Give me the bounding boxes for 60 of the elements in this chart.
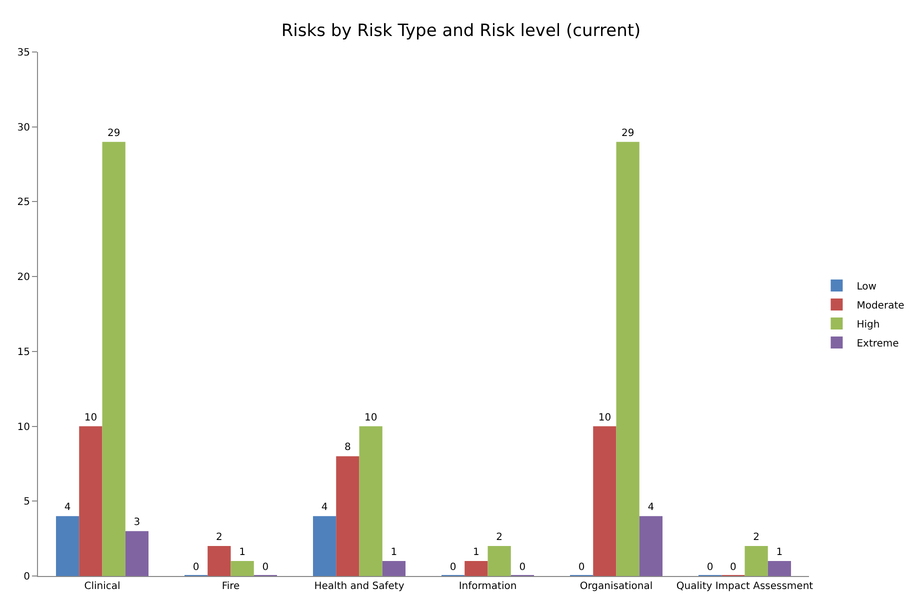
data-label: 0 — [262, 562, 269, 573]
data-label: 0 — [192, 562, 200, 573]
data-label: 1 — [239, 547, 246, 558]
y-tick-label: 5 — [24, 496, 30, 508]
bar — [312, 516, 336, 576]
legend-label: Extreme — [856, 338, 899, 350]
x-tick-label: Clinical — [84, 581, 120, 592]
data-label: 0 — [519, 562, 526, 573]
data-label: 3 — [134, 517, 140, 528]
y-tick-label: 30 — [17, 122, 30, 134]
data-label: 10 — [84, 412, 98, 424]
bar — [208, 546, 231, 576]
bar — [230, 561, 254, 576]
bar — [616, 142, 640, 576]
data-label: 0 — [578, 562, 585, 573]
bar — [488, 546, 511, 576]
legend-label: Low — [856, 281, 876, 292]
y-tick-label: 20 — [17, 272, 30, 284]
x-tick-label: Information — [458, 581, 517, 592]
chart-title: Risks by Risk Type and Risk level (current) — [281, 21, 641, 42]
y-tick-label: 0 — [24, 572, 30, 582]
x-tick-label: Organisational — [580, 581, 653, 592]
x-tick-label: Quality Impact Assessment — [676, 581, 814, 592]
bar — [593, 426, 616, 576]
bar — [125, 531, 149, 576]
data-label: 0 — [706, 562, 714, 573]
y-tick-label: 35 — [17, 48, 30, 58]
bar — [744, 546, 768, 576]
data-label: 4 — [648, 502, 654, 514]
data-label: 0 — [730, 562, 736, 573]
data-label: 0 — [450, 562, 456, 573]
legend-label: High — [856, 319, 880, 330]
data-label: 2 — [496, 532, 503, 544]
bar — [336, 456, 360, 576]
data-label: 4 — [64, 502, 71, 514]
data-label: 10 — [364, 412, 378, 424]
bar — [359, 426, 382, 576]
bar — [768, 561, 792, 576]
data-label: 2 — [216, 532, 222, 544]
bar — [79, 426, 102, 576]
x-tick-label: Health and Safety — [314, 581, 404, 592]
y-tick-label: 10 — [17, 422, 30, 433]
data-label: 2 — [753, 532, 760, 544]
legend-label: Moderate — [856, 300, 904, 312]
x-tick-label: Fire — [222, 581, 240, 592]
data-label: 29 — [107, 128, 120, 139]
y-tick-label: 25 — [17, 197, 30, 208]
data-label: 29 — [621, 128, 634, 139]
bar — [382, 561, 406, 576]
bar — [464, 561, 488, 576]
data-label: 1 — [472, 547, 480, 558]
y-tick-label: 15 — [17, 346, 30, 358]
data-label: 1 — [776, 547, 783, 558]
bar — [56, 516, 80, 576]
data-label: 10 — [598, 412, 612, 424]
data-label: 4 — [321, 502, 328, 514]
data-label: 8 — [344, 442, 351, 454]
bar — [639, 516, 663, 576]
data-label: 1 — [390, 547, 398, 558]
bar — [102, 142, 126, 576]
